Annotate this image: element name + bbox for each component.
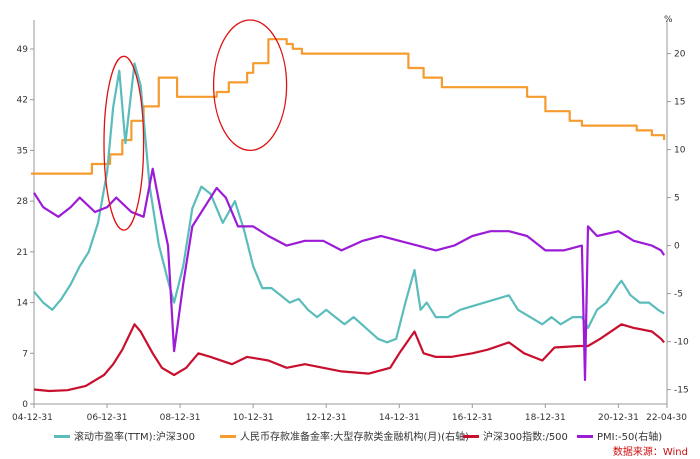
left-tick-label: 21 bbox=[17, 248, 28, 258]
left-tick-label: 28 bbox=[17, 197, 29, 207]
right-tick-label: 20 bbox=[674, 50, 686, 60]
chart-annotations bbox=[103, 19, 288, 231]
x-tick-label: 06-12-31 bbox=[87, 413, 128, 423]
series-line-rrr bbox=[31, 38, 666, 175]
left-tick-label: 7 bbox=[22, 349, 28, 359]
x-tick-label: 08-12-31 bbox=[160, 413, 201, 423]
chart-legend: 滚动市盈率(TTM):沪深300 人民币存款准备金率:大型存款类金融机构(月)(… bbox=[40, 428, 700, 443]
legend-label-pe: 滚动市盈率(TTM):沪深300 bbox=[74, 432, 195, 443]
legend-label-hs300: 沪深300指数:/500 bbox=[483, 432, 568, 443]
x-tick-label: 04-12-31 bbox=[12, 413, 53, 423]
legend-item-pmi: PMI:-50(右轴) bbox=[577, 428, 662, 443]
legend-swatch-pmi bbox=[577, 434, 593, 438]
left-tick-label: 14 bbox=[17, 299, 29, 309]
right-tick-label: -15 bbox=[674, 386, 689, 396]
legend-item-rrr: 人民币存款准备金率:大型存款类金融机构(月)(右轴) bbox=[220, 428, 469, 443]
legend-item-hs300: 沪深300指数:/500 bbox=[463, 428, 568, 443]
right-tick-label: 5 bbox=[674, 194, 680, 204]
left-tick-label: 0 bbox=[22, 400, 28, 410]
x-tick-label: 20-12-31 bbox=[598, 413, 639, 423]
series-line-pmi bbox=[33, 167, 666, 382]
legend-swatch-hs300 bbox=[463, 434, 479, 438]
legend-swatch-pe bbox=[54, 434, 70, 438]
legend-item-pe: 滚动市盈率(TTM):沪深300 bbox=[54, 428, 195, 443]
x-tick-label: 16-12-31 bbox=[452, 413, 493, 423]
legend-swatch-rrr bbox=[220, 434, 236, 438]
right-tick-label: -10 bbox=[674, 338, 689, 348]
chart-series bbox=[31, 38, 666, 393]
x-tick-label: 14-12-31 bbox=[379, 413, 420, 423]
series-line-hs300 bbox=[33, 323, 665, 393]
x-tick-label: 18-12-31 bbox=[525, 413, 566, 423]
legend-label-rrr: 人民币存款准备金率:大型存款类金融机构(月)(右轴) bbox=[240, 432, 469, 443]
annotation-ellipse bbox=[103, 55, 145, 231]
right-tick-label: -5 bbox=[674, 290, 683, 300]
x-tick-label: 22-04-30 bbox=[646, 413, 687, 423]
right-tick-label: 10 bbox=[674, 146, 686, 156]
series-line-pe bbox=[33, 62, 665, 344]
left-tick-label: 49 bbox=[17, 45, 29, 55]
left-tick-label: 42 bbox=[17, 96, 28, 106]
left-tick-label: 35 bbox=[17, 146, 28, 156]
annotation-ellipse bbox=[212, 19, 288, 152]
x-tick-label: 10-12-31 bbox=[233, 413, 274, 423]
x-tick-label: 12-12-31 bbox=[306, 413, 347, 423]
legend-label-pmi: PMI:-50(右轴) bbox=[597, 432, 663, 443]
right-tick-label: 0 bbox=[674, 242, 680, 252]
right-axis-unit: % bbox=[664, 15, 673, 25]
chart-axes: 04-12-31 06-12-31 08-12-31 10-12-31 12-12-31… bbox=[12, 20, 689, 423]
source-note: 数据来源：Wind bbox=[612, 447, 688, 458]
right-tick-label: 15 bbox=[674, 98, 685, 108]
